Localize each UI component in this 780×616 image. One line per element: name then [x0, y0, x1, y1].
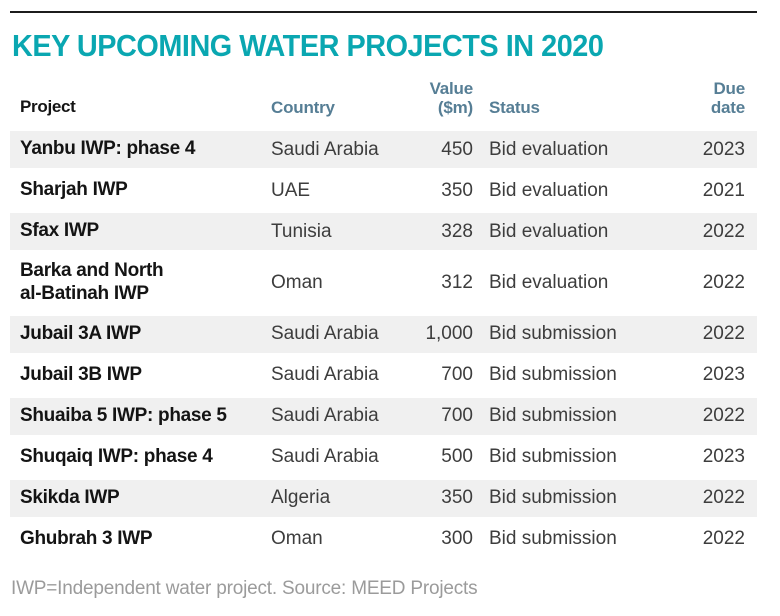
country-cell: Oman — [271, 528, 323, 550]
content-wrap: KEY UPCOMING WATER PROJECTS IN 2020 Proj… — [10, 11, 757, 600]
value-cell: 350 — [441, 487, 473, 509]
value-cell: 312 — [441, 271, 473, 293]
due-date-cell: 2021 — [702, 179, 745, 201]
table-row: Yanbu IWP: phase 4 Saudi Arabia 450 Bid … — [10, 131, 757, 168]
table-row: Shuqaiq IWP: phase 4 Saudi Arabia 500 Bi… — [10, 439, 757, 476]
value-cell: 1,000 — [425, 323, 473, 345]
status-cell: Bid evaluation — [489, 271, 609, 293]
status-cell: Bid evaluation — [489, 138, 609, 160]
status-cell: Bid submission — [489, 487, 617, 509]
country-cell: Oman — [271, 271, 323, 293]
table-row: Shuaiba 5 IWP: phase 5 Saudi Arabia 700 … — [10, 397, 757, 435]
column-header-project: Project — [20, 97, 76, 117]
table-row: Jubail 3B IWP Saudi Arabia 700 Bid submi… — [10, 357, 757, 394]
table-row: Jubail 3A IWP Saudi Arabia 1,000 Bid sub… — [10, 315, 757, 353]
due-date-cell: 2022 — [702, 271, 745, 293]
country-cell: Tunisia — [271, 220, 332, 242]
status-cell: Bid submission — [489, 364, 617, 386]
due-date-cell: 2022 — [702, 528, 745, 550]
project-cell: Skikda IWP — [20, 486, 120, 508]
country-cell: Saudi Arabia — [271, 323, 379, 345]
country-cell: Algeria — [271, 487, 331, 509]
due-date-cell: 2023 — [702, 446, 745, 468]
table-row: Barka and North al-Batinah IWP Oman 312 … — [10, 254, 757, 312]
country-cell: UAE — [271, 179, 311, 201]
project-cell: Sharjah IWP — [20, 179, 128, 200]
status-cell: Bid submission — [489, 446, 617, 468]
table-row: Sfax IWP Tunisia 328 Bid evaluation 2022 — [10, 213, 757, 250]
project-cell: Sfax IWP — [20, 220, 99, 241]
top-rule-divider — [10, 11, 757, 13]
country-cell: Saudi Arabia — [271, 405, 379, 427]
status-cell: Bid evaluation — [489, 179, 609, 201]
project-cell: Shuaiba 5 IWP: phase 5 — [20, 404, 227, 426]
project-cell: Jubail 3B IWP — [20, 363, 142, 385]
status-cell: Bid submission — [489, 323, 617, 345]
country-cell: Saudi Arabia — [271, 364, 379, 386]
due-date-cell: 2023 — [702, 364, 745, 386]
column-header-due-date: Due date — [710, 78, 745, 118]
table-row: Sharjah IWP UAE 350 Bid evaluation 2021 — [10, 172, 757, 209]
due-date-cell: 2022 — [702, 323, 745, 345]
table-header-row: Project Country Value ($m) Status Due da… — [10, 64, 757, 131]
value-cell: 500 — [441, 446, 473, 468]
project-cell: Shuqaiq IWP: phase 4 — [20, 445, 213, 467]
status-cell: Bid submission — [489, 405, 617, 427]
project-cell: Jubail 3A IWP — [20, 322, 142, 344]
due-date-cell: 2022 — [702, 487, 745, 509]
project-cell: Ghubrah 3 IWP — [20, 527, 153, 549]
table-body: Yanbu IWP: phase 4 Saudi Arabia 450 Bid … — [10, 131, 757, 558]
status-cell: Bid submission — [489, 528, 617, 550]
page-title: KEY UPCOMING WATER PROJECTS IN 2020 — [12, 28, 604, 63]
value-cell: 300 — [441, 528, 473, 550]
country-cell: Saudi Arabia — [271, 138, 379, 160]
value-cell: 350 — [441, 179, 473, 201]
value-cell: 328 — [441, 220, 473, 242]
due-date-cell: 2022 — [702, 220, 745, 242]
column-header-country: Country — [271, 98, 335, 118]
source-footnote: IWP=Independent water project. Source: M… — [11, 577, 478, 599]
country-cell: Saudi Arabia — [271, 446, 379, 468]
table-row: Ghubrah 3 IWP Oman 300 Bid submission 20… — [10, 521, 757, 558]
table-row: Skikda IWP Algeria 350 Bid submission 20… — [10, 479, 757, 517]
value-cell: 450 — [441, 138, 473, 160]
due-date-cell: 2023 — [702, 138, 745, 160]
value-cell: 700 — [441, 405, 473, 427]
value-cell: 700 — [441, 364, 473, 386]
status-cell: Bid evaluation — [489, 220, 609, 242]
project-cell: Barka and North al-Batinah IWP — [20, 260, 164, 304]
column-header-value: Value ($m) — [429, 78, 473, 118]
project-cell: Yanbu IWP: phase 4 — [20, 138, 196, 159]
column-header-status: Status — [489, 98, 540, 118]
due-date-cell: 2022 — [702, 405, 745, 427]
